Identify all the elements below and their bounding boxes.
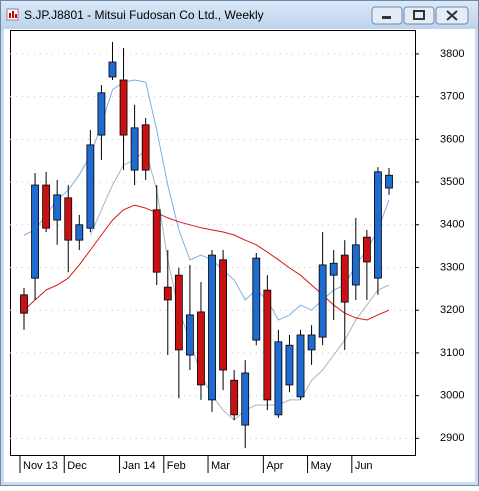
candle-body: [230, 379, 239, 416]
y-tick-label: 3700: [440, 91, 464, 103]
candle-body: [75, 224, 84, 241]
moving-average-line: [23, 204, 390, 321]
maximize-button[interactable]: [403, 6, 435, 25]
y-tick-label: 3300: [440, 261, 464, 273]
y-tick-label: 3400: [440, 219, 464, 231]
candle-body: [197, 311, 205, 386]
candle-body: [130, 127, 139, 171]
candle-body: [31, 184, 39, 279]
candle-body: [329, 262, 338, 276]
candle-body: [53, 194, 62, 221]
x-tick-label: May: [311, 460, 332, 472]
candle-body: [141, 124, 150, 171]
close-button[interactable]: [435, 6, 469, 25]
y-tick-label: 3600: [440, 133, 464, 145]
candle-body: [108, 61, 117, 78]
minimize-button[interactable]: [371, 6, 403, 25]
y-tick-label: 3100: [440, 347, 464, 359]
x-tick-label: Mar: [211, 460, 230, 472]
candle-body: [385, 174, 393, 189]
window-title: S.JP.J8801 - Mitsui Fudosan Co Ltd., Wee…: [24, 8, 264, 22]
candle-body: [219, 259, 227, 371]
candle-body: [318, 264, 327, 338]
candle-body: [86, 144, 95, 229]
moving-average-line: [23, 79, 390, 321]
candle-body: [20, 294, 28, 314]
candle-body: [42, 184, 51, 229]
x-tick-label: Feb: [167, 460, 186, 472]
candle-body: [186, 314, 194, 356]
candle-body: [285, 344, 294, 386]
x-tick-label: Jan 14: [123, 460, 156, 472]
candle-body: [274, 341, 283, 416]
candle-body: [152, 209, 161, 273]
candle-body: [307, 334, 316, 351]
y-tick-label: 3800: [440, 48, 464, 60]
y-tick-label: 3000: [440, 390, 464, 402]
y-tick-label: 2900: [440, 432, 464, 444]
candle-body: [374, 171, 382, 279]
candle-body: [263, 289, 272, 401]
x-tick-label: Nov 13: [23, 460, 58, 472]
y-tick-label: 3500: [440, 176, 464, 188]
candle-body: [362, 236, 371, 263]
app-icon: [6, 8, 19, 21]
candle-body: [351, 244, 360, 286]
candle-body: [119, 79, 128, 136]
x-tick-label: Jun: [355, 460, 373, 472]
candle-body: [208, 254, 216, 401]
moving-average-line: [89, 149, 390, 421]
candle-body: [163, 286, 172, 301]
candle-body: [174, 274, 183, 351]
y-tick-label: 3200: [440, 304, 464, 316]
x-tick-label: Dec: [67, 460, 87, 472]
candle-body: [64, 197, 73, 241]
candle-body: [241, 372, 250, 426]
x-tick-label: Apr: [266, 460, 283, 472]
candle-body: [252, 257, 261, 341]
candle-body: [296, 334, 305, 398]
candle-body: [340, 254, 349, 303]
candle-body: [97, 92, 106, 136]
